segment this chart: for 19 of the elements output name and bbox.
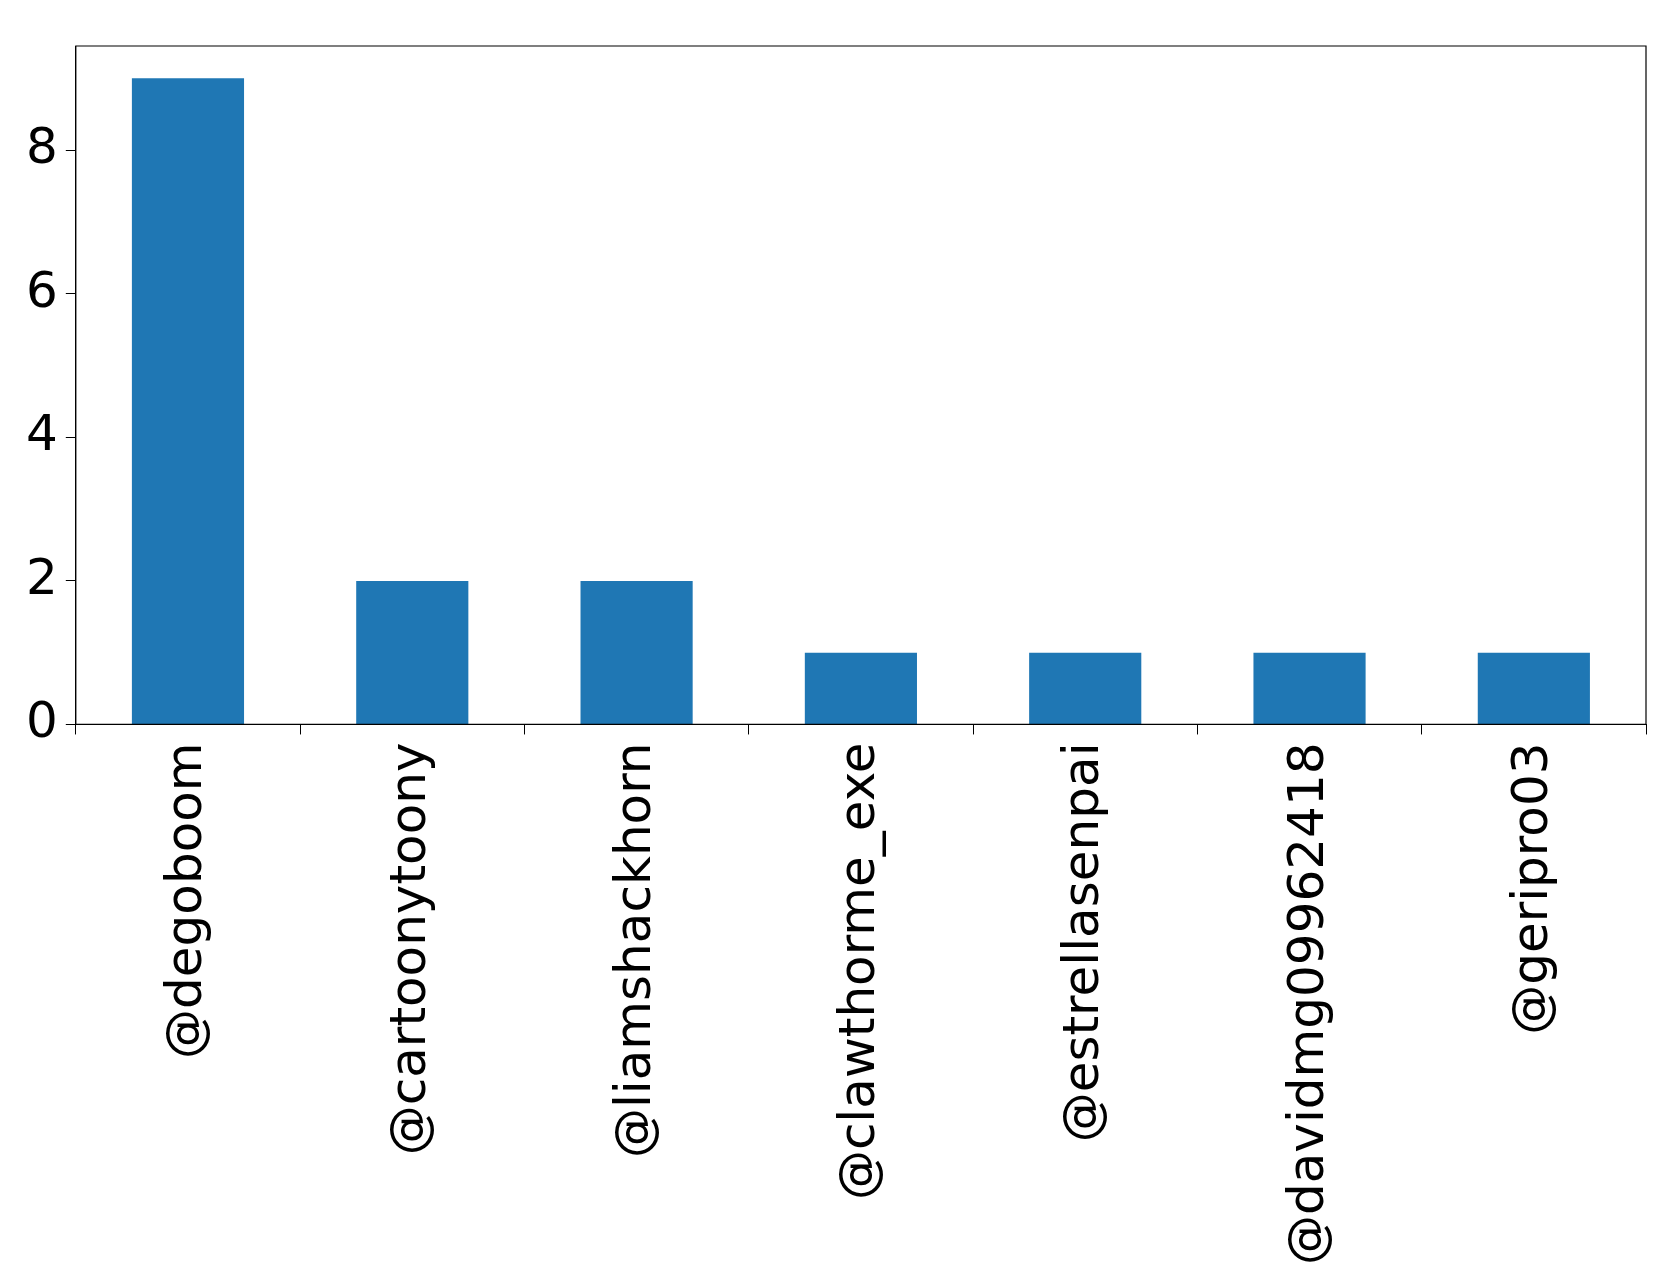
bar (356, 580, 469, 724)
bar (580, 580, 693, 724)
x-tick-label: @degoboom (154, 742, 213, 1059)
y-tick-label: 0 (26, 691, 58, 750)
x-tick-label: @cartoonytoony (379, 742, 438, 1156)
x-tick-label: @davidmg09962418 (1276, 742, 1335, 1266)
y-tick-label: 6 (26, 260, 58, 319)
bar (1253, 652, 1366, 724)
bar (1477, 652, 1590, 724)
y-tick-label: 8 (26, 117, 58, 176)
x-tick-label: @clawthorme_exe (827, 742, 886, 1201)
x-tick-label: @liamshackhorn (603, 742, 662, 1159)
y-tick-label: 4 (26, 404, 58, 463)
bar (131, 78, 245, 724)
bar (1029, 652, 1142, 724)
bar (804, 652, 917, 724)
y-tick-label: 2 (26, 547, 58, 606)
x-tick-label: @geripro03 (1500, 742, 1559, 1035)
x-tick-label: @estrellasenpai (1052, 742, 1111, 1143)
